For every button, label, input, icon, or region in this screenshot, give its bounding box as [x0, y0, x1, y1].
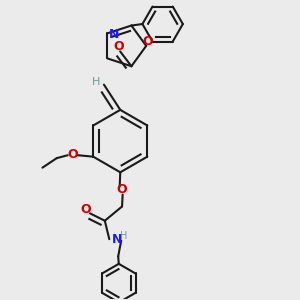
Text: O: O	[142, 35, 153, 48]
Text: H: H	[92, 77, 100, 87]
Text: O: O	[68, 148, 78, 161]
Text: O: O	[117, 183, 128, 196]
Text: N: N	[109, 28, 119, 41]
Text: N: N	[112, 233, 122, 246]
Text: O: O	[114, 40, 124, 52]
Text: O: O	[80, 203, 91, 216]
Text: H: H	[120, 231, 127, 241]
